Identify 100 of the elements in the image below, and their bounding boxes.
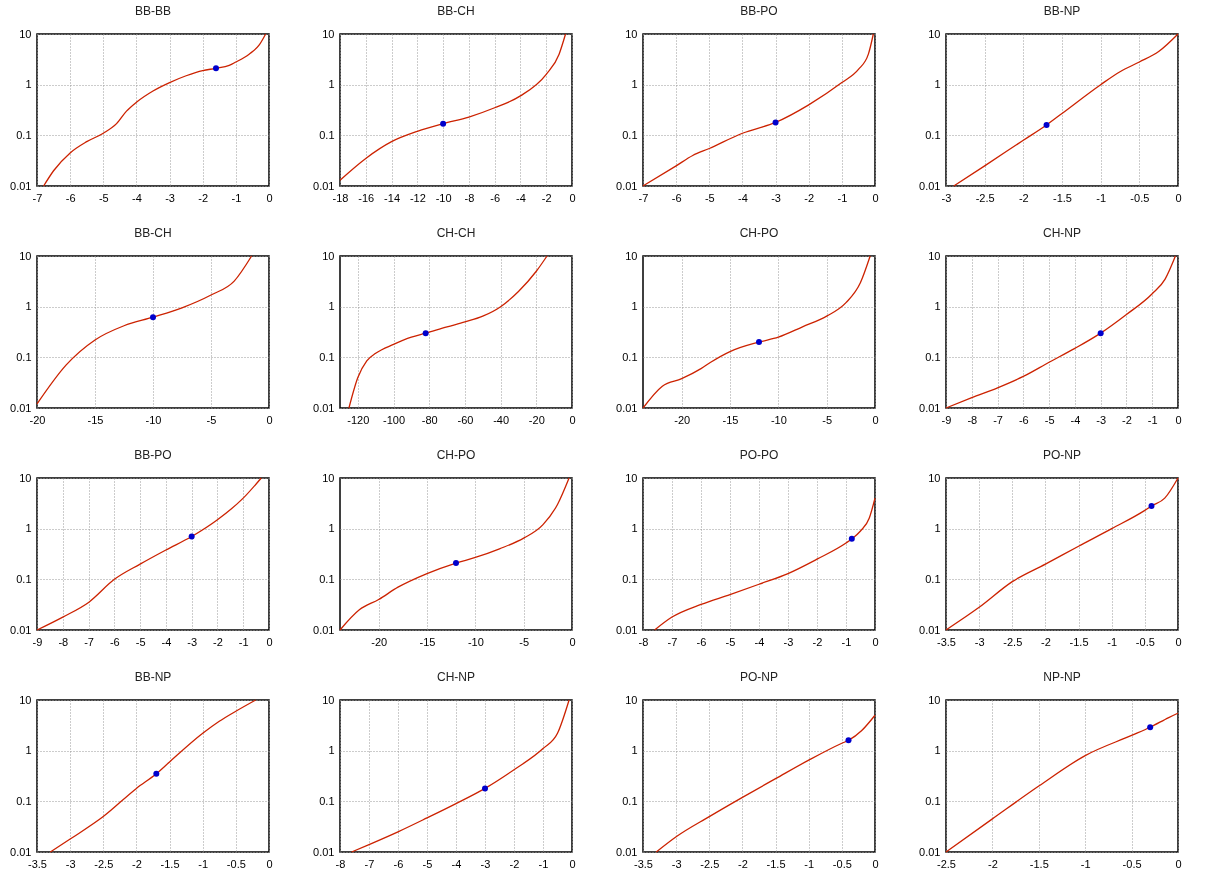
y-tick-label: 0.01 xyxy=(313,623,335,636)
y-tick-label: 0.1 xyxy=(16,350,32,363)
y-tick-label: 10 xyxy=(19,249,32,262)
x-tick-label: -4 xyxy=(738,191,748,204)
x-tick-label: -4 xyxy=(132,191,142,204)
y-tick-label: 0.01 xyxy=(616,623,638,636)
y-tick-label: 10 xyxy=(322,693,335,706)
y-tick-label: 1 xyxy=(934,78,941,91)
y-tick-label: 10 xyxy=(928,471,941,484)
x-tick-label: -6 xyxy=(490,191,501,204)
y-tick-label: 0.01 xyxy=(313,401,335,414)
x-tick-label: -2 xyxy=(1122,413,1132,426)
y-tick-label: 0.1 xyxy=(622,128,638,141)
x-tick-label: -5 xyxy=(422,857,433,870)
x-tick-label: 0 xyxy=(872,413,879,426)
y-tick-label: 1 xyxy=(328,300,335,313)
x-tick-label: -1.5 xyxy=(1029,857,1049,870)
x-tick-label: -1 xyxy=(804,857,815,870)
x-tick-label: -60 xyxy=(457,413,474,426)
y-tick-label: 1 xyxy=(328,78,335,91)
x-tick-label: -3.5 xyxy=(937,635,956,648)
line-series xyxy=(653,497,876,631)
chart-title: PO-NP xyxy=(739,670,779,684)
y-tick-label: 10 xyxy=(19,27,32,40)
x-tick-label: -3 xyxy=(165,191,175,204)
y-tick-label: 10 xyxy=(322,249,335,262)
x-tick-label: -7 xyxy=(993,413,1003,426)
chart-title: PO-PO xyxy=(739,448,779,462)
y-tick-label: 1 xyxy=(631,300,638,313)
y-tick-label: 1 xyxy=(25,300,32,313)
x-tick-label: -4 xyxy=(451,857,462,870)
y-tick-label: 10 xyxy=(19,693,32,706)
line-series xyxy=(49,699,257,853)
x-tick-label: -5 xyxy=(98,191,109,204)
x-tick-label: -120 xyxy=(347,413,370,426)
line-series xyxy=(642,33,874,187)
x-tick-label: -5 xyxy=(704,191,715,204)
x-tick-label: 0 xyxy=(872,191,879,204)
chart-title: NP-NP xyxy=(1043,670,1081,684)
x-tick-label: -5 xyxy=(822,413,833,426)
chart-title: BB-NP xyxy=(134,670,172,684)
x-tick-label: -10 xyxy=(145,413,162,426)
y-tick-label: 1 xyxy=(631,744,638,757)
y-tick-label: 0.01 xyxy=(10,179,32,192)
x-tick-label: -2.5 xyxy=(975,191,995,204)
x-tick-label: -1.5 xyxy=(1069,635,1089,648)
x-tick-label: -4 xyxy=(754,635,765,648)
chart-title: CH-CH xyxy=(436,226,476,240)
y-tick-label: 0.01 xyxy=(616,845,638,858)
y-tick-label: 0.1 xyxy=(622,572,638,585)
x-tick-label: -6 xyxy=(1018,413,1029,426)
y-tick-label: 0.01 xyxy=(919,845,941,858)
x-tick-label: -3 xyxy=(974,635,985,648)
x-tick-label: -2 xyxy=(1041,635,1051,648)
y-tick-label: 1 xyxy=(631,522,638,535)
x-tick-label: -20 xyxy=(528,413,545,426)
line-series xyxy=(339,477,570,631)
x-tick-label: -6 xyxy=(696,635,707,648)
x-tick-label: -18 xyxy=(332,191,349,204)
x-tick-label: -8 xyxy=(638,635,649,648)
y-tick-label: 0.01 xyxy=(10,845,32,858)
x-tick-label: -1 xyxy=(1107,635,1118,648)
x-tick-label: -1.5 xyxy=(766,857,786,870)
x-tick-label: 0 xyxy=(1175,191,1182,204)
chart-title: BB-CH xyxy=(134,226,172,240)
x-tick-label: -1 xyxy=(1096,191,1107,204)
line-series xyxy=(945,477,1179,631)
x-tick-label: 0 xyxy=(1175,413,1182,426)
x-tick-label: -3 xyxy=(480,857,491,870)
x-tick-label: -6 xyxy=(65,191,76,204)
chart-title: BB-CH xyxy=(437,4,475,18)
x-tick-label: 0 xyxy=(872,857,879,870)
x-tick-label: -1 xyxy=(1147,413,1158,426)
y-tick-label: 1 xyxy=(25,522,32,535)
x-tick-label: 0 xyxy=(569,635,576,648)
y-tick-label: 1 xyxy=(631,78,638,91)
x-tick-label: -2.5 xyxy=(1003,635,1023,648)
chart-title: BB-NP xyxy=(1043,4,1081,18)
chart-title: CH-PO xyxy=(739,226,779,240)
line-series xyxy=(36,255,253,405)
line-series xyxy=(945,255,1177,409)
x-tick-label: -8 xyxy=(58,635,69,648)
y-tick-label: 0.01 xyxy=(919,623,941,636)
x-tick-label: -2 xyxy=(213,635,223,648)
x-tick-label: -12 xyxy=(409,191,426,204)
y-tick-label: 0.1 xyxy=(16,572,32,585)
y-tick-label: 0.1 xyxy=(319,350,335,363)
y-tick-label: 1 xyxy=(328,744,335,757)
x-tick-label: -7 xyxy=(638,191,649,204)
y-tick-label: 0.1 xyxy=(925,128,941,141)
x-tick-label: -3 xyxy=(771,191,781,204)
x-tick-label: 0 xyxy=(569,857,576,870)
x-tick-label: -20 xyxy=(674,413,691,426)
x-tick-label: -5 xyxy=(206,413,217,426)
x-tick-label: 0 xyxy=(266,191,273,204)
x-tick-label: 0 xyxy=(266,413,273,426)
x-tick-label: -2 xyxy=(812,635,823,648)
x-tick-label: -7 xyxy=(32,191,43,204)
x-tick-label: -5 xyxy=(1044,413,1055,426)
x-tick-label: -1 xyxy=(1080,857,1091,870)
